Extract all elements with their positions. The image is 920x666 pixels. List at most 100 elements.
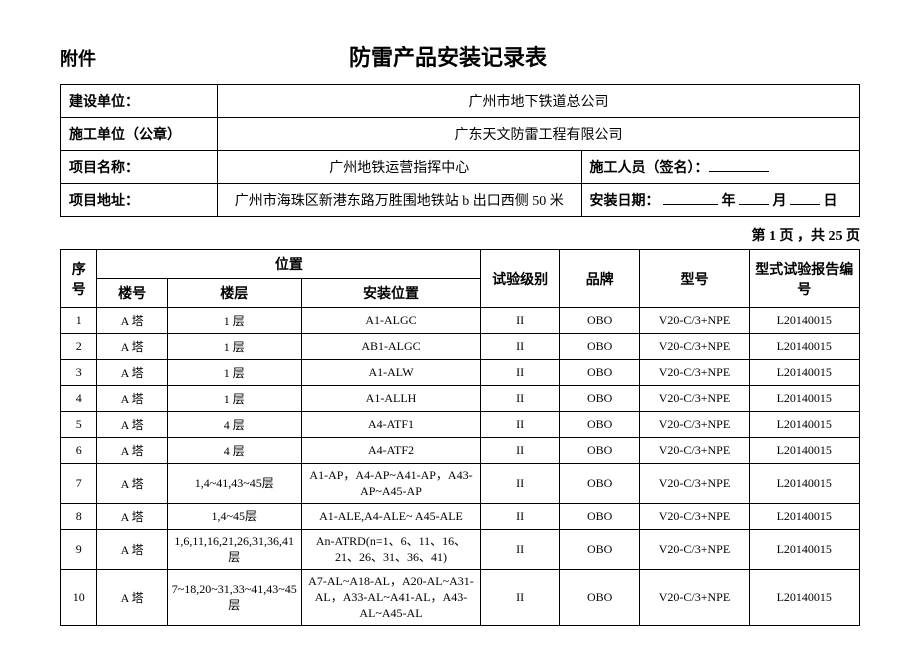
cell-level: II <box>481 360 560 386</box>
cell-brand: OBO <box>559 438 639 464</box>
cell-level: II <box>481 412 560 438</box>
address-label: 项目地址： <box>61 184 218 217</box>
cell-report: L20140015 <box>749 334 860 360</box>
cell-level: II <box>481 570 560 626</box>
cell-brand: OBO <box>559 570 639 626</box>
cell-seq: 1 <box>61 308 97 334</box>
cell-level: II <box>481 438 560 464</box>
cell-model: V20-C/3+NPE <box>640 504 749 530</box>
cell-report: L20140015 <box>749 530 860 570</box>
cell-report: L20140015 <box>749 412 860 438</box>
cell-model: V20-C/3+NPE <box>640 386 749 412</box>
contractor-value: 广东天文防雷工程有限公司 <box>218 118 860 151</box>
cell-level: II <box>481 308 560 334</box>
cell-seq: 4 <box>61 386 97 412</box>
cell-report: L20140015 <box>749 504 860 530</box>
cell-position: A1-ALW <box>301 360 481 386</box>
cell-model: V20-C/3+NPE <box>640 360 749 386</box>
cell-floor: 1,6,11,16,21,26,31,36,41层 <box>167 530 301 570</box>
table-row: 6A 塔4 层A4-ATF2IIOBOV20-C/3+NPEL20140015 <box>61 438 860 464</box>
cell-seq: 5 <box>61 412 97 438</box>
cell-building: A 塔 <box>97 464 167 504</box>
cell-report: L20140015 <box>749 570 860 626</box>
cell-floor: 1 层 <box>167 386 301 412</box>
address-value: 广州市海珠区新港东路万胜围地铁站 b 出口西侧 50 米 <box>218 184 582 217</box>
builder-label: 建设单位： <box>61 85 218 118</box>
cell-level: II <box>481 464 560 504</box>
cell-position: A1-ALGC <box>301 308 481 334</box>
cell-seq: 9 <box>61 530 97 570</box>
th-position: 安装位置 <box>301 279 481 308</box>
cell-brand: OBO <box>559 412 639 438</box>
cell-level: II <box>481 504 560 530</box>
cell-model: V20-C/3+NPE <box>640 464 749 504</box>
cell-brand: OBO <box>559 504 639 530</box>
cell-position: A1-ALLH <box>301 386 481 412</box>
cell-position: A4-ATF1 <box>301 412 481 438</box>
cell-floor: 1,4~41,43~45层 <box>167 464 301 504</box>
cell-seq: 10 <box>61 570 97 626</box>
contractor-label: 施工单位（公章） <box>61 118 218 151</box>
info-table: 建设单位： 广州市地下铁道总公司 施工单位（公章） 广东天文防雷工程有限公司 项… <box>60 84 860 217</box>
cell-building: A 塔 <box>97 504 167 530</box>
cell-seq: 2 <box>61 334 97 360</box>
cell-level: II <box>481 530 560 570</box>
cell-floor: 4 层 <box>167 438 301 464</box>
cell-building: A 塔 <box>97 438 167 464</box>
cell-floor: 4 层 <box>167 412 301 438</box>
table-row: 8A 塔1,4~45层A1-ALE,A4-ALE~ A45-ALEIIOBOV2… <box>61 504 860 530</box>
cell-position: A1-ALE,A4-ALE~ A45-ALE <box>301 504 481 530</box>
table-row: 4A 塔1 层A1-ALLHIIOBOV20-C/3+NPEL20140015 <box>61 386 860 412</box>
cell-seq: 6 <box>61 438 97 464</box>
th-model: 型号 <box>640 250 749 308</box>
cell-model: V20-C/3+NPE <box>640 570 749 626</box>
cell-floor: 7~18,20~31,33~41,43~45层 <box>167 570 301 626</box>
cell-floor: 1,4~45层 <box>167 504 301 530</box>
page-indicator: 第 1 页 ，共 25 页 <box>60 225 860 245</box>
table-row: 7A 塔1,4~41,43~45层A1-AP，A4-AP~A41-AP，A43-… <box>61 464 860 504</box>
cell-brand: OBO <box>559 308 639 334</box>
cell-floor: 1 层 <box>167 360 301 386</box>
th-seq: 序号 <box>61 250 97 308</box>
cell-seq: 3 <box>61 360 97 386</box>
th-report: 型式试验报告编号 <box>749 250 860 308</box>
cell-building: A 塔 <box>97 360 167 386</box>
table-row: 5A 塔4 层A4-ATF1IIOBOV20-C/3+NPEL20140015 <box>61 412 860 438</box>
cell-brand: OBO <box>559 360 639 386</box>
day-unit: 日 <box>824 194 838 209</box>
cell-report: L20140015 <box>749 464 860 504</box>
th-brand: 品牌 <box>559 250 639 308</box>
cell-brand: OBO <box>559 530 639 570</box>
year-line <box>663 190 718 205</box>
signature-line <box>709 157 769 172</box>
table-row: 1A 塔1 层A1-ALGCIIOBOV20-C/3+NPEL20140015 <box>61 308 860 334</box>
cell-position: A7-AL~A18-AL，A20-AL~A31-AL，A33-AL~A41-AL… <box>301 570 481 626</box>
cell-brand: OBO <box>559 334 639 360</box>
cell-building: A 塔 <box>97 334 167 360</box>
cell-brand: OBO <box>559 386 639 412</box>
cell-report: L20140015 <box>749 386 860 412</box>
cell-brand: OBO <box>559 464 639 504</box>
install-date-label: 安装日期： <box>590 194 660 209</box>
cell-building: A 塔 <box>97 412 167 438</box>
install-date-cell: 安装日期： 年 月 日 <box>581 184 859 217</box>
cell-floor: 1 层 <box>167 308 301 334</box>
month-unit: 月 <box>773 194 787 209</box>
cell-report: L20140015 <box>749 308 860 334</box>
table-row: 2A 塔1 层AB1-ALGCIIOBOV20-C/3+NPEL20140015 <box>61 334 860 360</box>
cell-model: V20-C/3+NPE <box>640 412 749 438</box>
month-line <box>739 190 769 205</box>
builder-value: 广州市地下铁道总公司 <box>218 85 860 118</box>
cell-building: A 塔 <box>97 570 167 626</box>
cell-model: V20-C/3+NPE <box>640 334 749 360</box>
cell-building: A 塔 <box>97 386 167 412</box>
cell-level: II <box>481 386 560 412</box>
cell-floor: 1 层 <box>167 334 301 360</box>
cell-building: A 塔 <box>97 308 167 334</box>
day-line <box>790 190 820 205</box>
cell-seq: 7 <box>61 464 97 504</box>
cell-position: A1-AP，A4-AP~A41-AP，A43-AP~A45-AP <box>301 464 481 504</box>
cell-model: V20-C/3+NPE <box>640 530 749 570</box>
cell-model: V20-C/3+NPE <box>640 308 749 334</box>
table-row: 10A 塔7~18,20~31,33~41,43~45层A7-AL~A18-AL… <box>61 570 860 626</box>
